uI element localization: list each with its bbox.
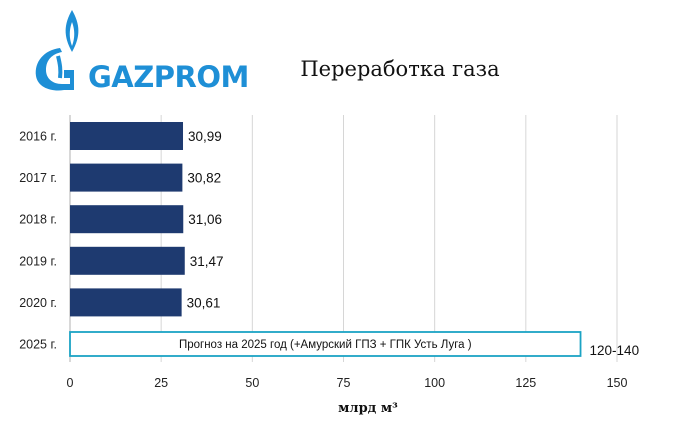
logo-wordmark: GAZPROM	[88, 60, 249, 94]
y-category-label: 2017 г.	[19, 171, 57, 185]
data-label: 30,82	[187, 171, 221, 186]
bar	[70, 205, 184, 234]
data-label: 30,99	[188, 129, 222, 144]
x-tick-label: 0	[67, 376, 74, 390]
forecast-bar	[69, 331, 582, 357]
data-label: 31,06	[188, 212, 222, 227]
chart-title: Переработка газа	[300, 57, 500, 81]
gazprom-logo: GAZPROM	[30, 6, 249, 92]
x-tick-label: 125	[515, 376, 536, 390]
bar	[70, 122, 184, 150]
y-category-label: 2019 г.	[19, 254, 57, 268]
data-label: 30,61	[187, 295, 221, 310]
forecast-label: Прогноз на 2025 год (+Амурский ГПЗ + ГПК…	[179, 339, 472, 351]
x-axis-title: млрд м³	[338, 401, 398, 416]
x-tick-label: 150	[607, 376, 628, 390]
y-category-label: 2025 г.	[19, 338, 57, 352]
y-category-label: 2020 г.	[19, 296, 57, 310]
data-label: 31,47	[190, 254, 224, 269]
data-label: 120-140	[590, 343, 640, 358]
x-tick-label: 25	[154, 376, 168, 390]
x-tick-label: 75	[337, 376, 351, 390]
bar	[70, 163, 183, 192]
bar	[70, 246, 185, 275]
y-category-label: 2018 г.	[19, 213, 57, 227]
gazprom-flame-icon	[35, 10, 79, 91]
bar	[70, 288, 182, 317]
x-tick-label: 100	[424, 376, 445, 390]
y-category-label: 2016 г.	[19, 130, 57, 144]
x-tick-label: 50	[245, 376, 259, 390]
